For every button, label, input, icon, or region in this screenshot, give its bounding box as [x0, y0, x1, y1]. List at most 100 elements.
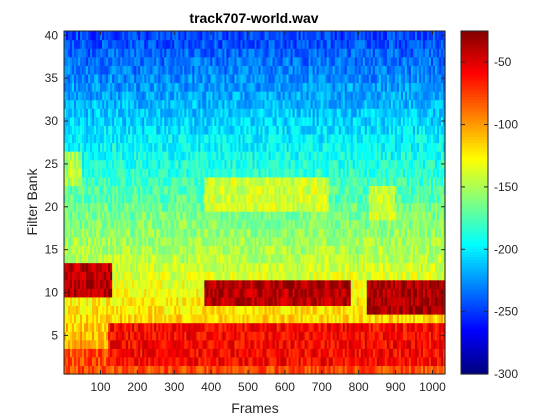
heatmap-cell	[108, 211, 111, 221]
heatmap-cell	[262, 219, 266, 229]
heatmap-cell	[66, 313, 69, 324]
heatmap-cell	[134, 279, 137, 289]
heatmap-cell	[114, 365, 117, 375]
heatmap-cell	[130, 245, 133, 255]
heatmap-cell	[236, 185, 240, 195]
heatmap-cell	[222, 313, 226, 324]
heatmap-cell	[388, 288, 392, 298]
heatmap-cell	[136, 151, 139, 161]
heatmap-cell	[168, 348, 171, 358]
heatmap-cell	[124, 271, 127, 281]
heatmap-cell	[204, 305, 207, 315]
heatmap-cell	[144, 279, 147, 289]
heatmap-cell	[380, 228, 384, 238]
heatmap-cell	[280, 313, 284, 324]
heatmap-cell	[200, 356, 203, 367]
heatmap-cell	[348, 202, 352, 212]
heatmap-cell	[404, 219, 408, 229]
heatmap-cell	[68, 176, 71, 186]
heatmap-cell	[94, 168, 97, 178]
heatmap-cell	[370, 253, 374, 264]
heatmap-cell	[236, 262, 240, 272]
heatmap-cell	[392, 262, 396, 272]
heatmap-cell	[282, 228, 286, 238]
heatmap-cell	[330, 219, 334, 229]
heatmap-cell	[140, 313, 143, 324]
heatmap-cell	[168, 151, 171, 161]
heatmap-cell	[164, 365, 167, 375]
heatmap-cell	[206, 193, 209, 204]
heatmap-cell	[246, 322, 250, 332]
heatmap-cell	[412, 313, 416, 324]
heatmap-cell	[252, 271, 256, 281]
heatmap-cell	[380, 313, 384, 324]
heatmap-cell	[336, 288, 340, 298]
heatmap-cell	[168, 185, 171, 195]
heatmap-cell	[258, 313, 262, 324]
heatmap-cell	[208, 219, 211, 229]
heatmap-cell	[414, 245, 418, 255]
heatmap-cell	[388, 348, 392, 358]
heatmap-cell	[148, 185, 151, 195]
heatmap-cell	[316, 339, 320, 349]
heatmap-cell	[100, 202, 103, 212]
heatmap-cell	[218, 168, 222, 178]
heatmap-cell	[212, 305, 215, 315]
heatmap-cell	[326, 271, 330, 281]
heatmap-cell	[256, 228, 260, 238]
heatmap-cell	[392, 253, 396, 264]
heatmap-cell	[394, 245, 398, 255]
heatmap-cell	[104, 219, 107, 229]
heatmap-cell	[112, 288, 115, 298]
heatmap-cell	[368, 365, 372, 375]
heatmap-cell	[66, 253, 69, 264]
heatmap-cell	[430, 253, 434, 264]
heatmap-cell	[250, 331, 254, 341]
heatmap-cell	[434, 348, 438, 358]
heatmap-cell	[254, 245, 258, 255]
heatmap-cell	[316, 322, 320, 332]
heatmap-cell	[442, 211, 446, 221]
heatmap-cell	[134, 245, 137, 255]
heatmap-cell	[160, 253, 163, 264]
heatmap-cell	[224, 236, 228, 246]
heatmap-cell	[436, 151, 440, 161]
heatmap-cell	[416, 305, 420, 315]
heatmap-cell	[126, 185, 129, 195]
heatmap-cell	[86, 253, 89, 264]
heatmap-cell	[414, 322, 418, 332]
heatmap-cell	[124, 322, 127, 332]
heatmap-cell	[338, 176, 342, 186]
heatmap-cell	[360, 185, 364, 195]
heatmap-cell	[332, 151, 336, 161]
heatmap-cell	[248, 219, 252, 229]
heatmap-cell	[96, 159, 99, 169]
heatmap-cell	[362, 296, 366, 306]
heatmap-cell	[362, 193, 366, 204]
heatmap-cell	[272, 168, 276, 178]
heatmap-cell	[218, 305, 222, 315]
heatmap-cell	[316, 331, 320, 341]
heatmap-cell	[168, 253, 171, 264]
heatmap-cell	[142, 202, 145, 212]
heatmap-cell	[202, 288, 205, 298]
heatmap-cell	[386, 228, 390, 238]
heatmap-cell	[428, 185, 432, 195]
heatmap-cell	[312, 176, 316, 186]
heatmap-cell	[320, 288, 324, 298]
heatmap-cell	[114, 253, 117, 264]
heatmap-cell	[98, 185, 101, 195]
heatmap-cell	[312, 202, 316, 212]
heatmap-cell	[254, 253, 258, 264]
heatmap-cell	[390, 271, 394, 281]
heatmap-cell	[138, 168, 141, 178]
heatmap-cell	[98, 253, 101, 264]
heatmap-cell	[300, 176, 304, 186]
heatmap-cell	[440, 253, 444, 264]
heatmap-cell	[230, 211, 234, 221]
heatmap-cell	[98, 219, 101, 229]
heatmap-cell	[308, 211, 312, 221]
heatmap-cell	[360, 331, 364, 341]
heatmap-cell	[102, 322, 105, 332]
heatmap-cell	[302, 159, 306, 169]
